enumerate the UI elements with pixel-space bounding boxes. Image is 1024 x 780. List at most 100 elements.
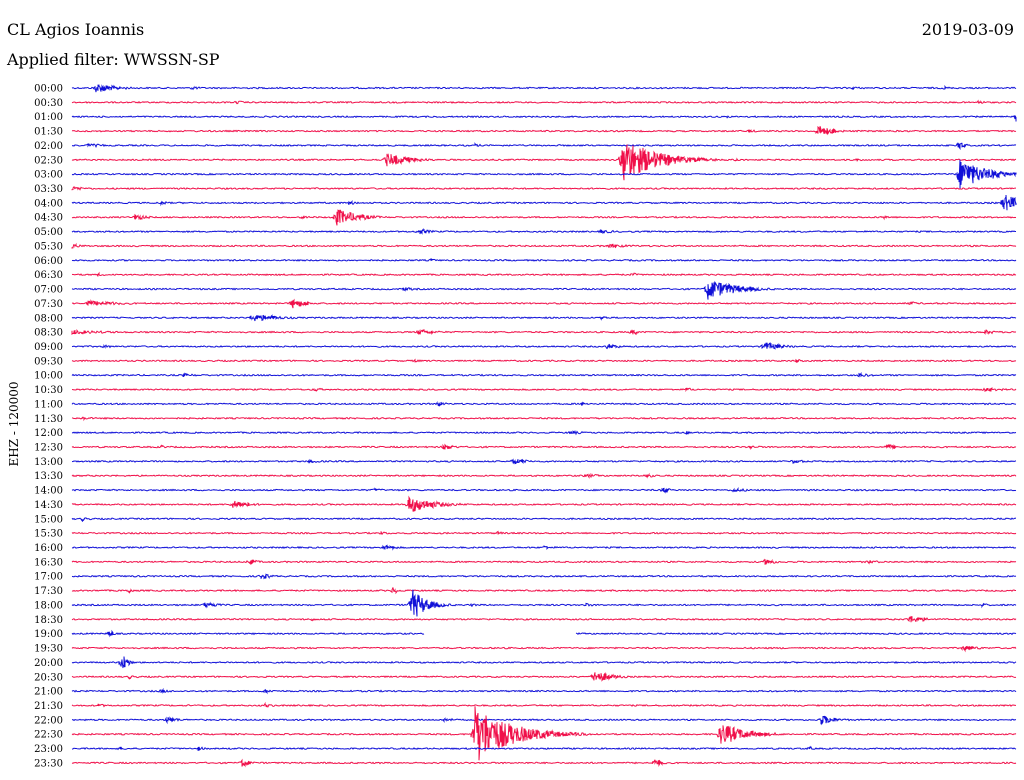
trace-row-1900: [71, 629, 1017, 638]
row-time-label: 06:00: [34, 256, 63, 267]
row-time-label: 18:00: [34, 600, 63, 611]
trace-row-2000: [71, 656, 1017, 669]
trace-row-1200: [71, 429, 1017, 436]
row-time-label: 14:30: [34, 500, 63, 511]
trace-row-0800: [71, 313, 1017, 322]
trace-row-0400: [71, 194, 1017, 211]
row-time-label: 19:30: [34, 644, 63, 655]
row-time-label: 02:00: [34, 141, 63, 152]
row-time-label: 15:30: [34, 529, 63, 540]
trace-row-1930: [71, 645, 1017, 653]
trace-row-1330: [71, 472, 1017, 479]
row-time-label: 04:00: [34, 198, 63, 209]
trace-row-0230: [71, 144, 1017, 181]
trace-row-0300: [71, 159, 1017, 189]
row-time-label: 09:30: [34, 356, 63, 367]
trace-row-0600: [71, 258, 1017, 262]
trace-row-0130: [71, 125, 1017, 136]
trace-row-0630: [71, 271, 1017, 277]
row-time-label: 16:30: [34, 557, 63, 568]
row-time-label: 13:00: [34, 457, 63, 468]
trace-row-1430: [71, 495, 1017, 512]
row-time-label: 04:30: [34, 213, 63, 224]
row-time-label: 01:30: [34, 127, 63, 138]
trace-row-0430: [71, 209, 1017, 226]
row-time-label: 22:30: [34, 730, 63, 741]
row-time-label: 22:00: [34, 715, 63, 726]
row-time-label: 19:00: [34, 629, 63, 640]
row-time-label: 17:30: [34, 586, 63, 597]
row-time-label: 23:00: [34, 744, 63, 755]
row-time-label: 00:30: [34, 98, 63, 109]
trace-row-0330: [71, 185, 1016, 191]
station-title: CL Agios Ioannis: [7, 20, 145, 39]
trace-row-0930: [71, 358, 1017, 363]
row-time-label: 20:30: [34, 672, 63, 683]
trace-row-0000: [71, 84, 1017, 93]
trace-row-1030: [71, 387, 1017, 393]
row-time-label: 01:00: [34, 112, 63, 123]
filter-label: Applied filter: WWSSN-SP: [7, 50, 220, 69]
trace-row-0900: [71, 342, 1017, 350]
row-time-label: 12:30: [34, 443, 63, 454]
row-time-label: 11:30: [34, 414, 63, 425]
row-time-label: 06:30: [34, 270, 63, 281]
row-time-label: 10:30: [34, 385, 63, 396]
row-time-label: 11:00: [34, 399, 63, 410]
row-time-label: 09:00: [34, 342, 63, 353]
trace-row-1730: [71, 587, 1016, 595]
row-time-label: 08:30: [34, 328, 63, 339]
trace-row-0730: [71, 298, 1017, 309]
trace-row-0830: [71, 328, 1017, 336]
trace-row-2330: [71, 758, 1017, 768]
trace-row-0200: [71, 142, 1017, 151]
row-time-labels: 00:00 00:30 01:00 01:30 02:00 02:30 03:00 03:30…: [34, 84, 63, 770]
row-time-label: 10:00: [34, 371, 63, 382]
row-time-label: 14:00: [34, 486, 63, 497]
row-time-label: 05:30: [34, 241, 63, 252]
row-time-label: 02:30: [34, 155, 63, 166]
trace-row-0530: [71, 242, 1017, 249]
row-time-label: 00:00: [34, 84, 63, 95]
trace-row-0100: [71, 115, 1017, 122]
trace-row-0030: [71, 99, 1017, 105]
trace-row-1600: [71, 544, 1017, 551]
row-time-label: 23:30: [34, 758, 63, 769]
row-time-label: 15:00: [34, 514, 63, 525]
row-time-label: 03:00: [34, 170, 63, 181]
row-time-label: 20:00: [34, 658, 63, 669]
trace-row-1130: [71, 416, 1017, 422]
row-time-label: 08:00: [34, 313, 63, 324]
row-time-label: 07:00: [34, 285, 63, 296]
trace-row-1000: [71, 372, 1017, 378]
row-time-label: 07:30: [34, 299, 63, 310]
trace-row-1100: [71, 400, 1017, 407]
trace-row-1830: [71, 615, 1017, 623]
trace-row-1400: [71, 487, 1017, 494]
date-label: 2019-03-09: [921, 20, 1014, 39]
trace-row-2130: [71, 701, 1016, 708]
row-time-label: 05:00: [34, 227, 63, 238]
seismic-traces: [71, 84, 1017, 768]
trace-row-2100: [71, 687, 1017, 695]
row-time-label: 13:30: [34, 471, 63, 482]
trace-row-0500: [71, 227, 1016, 235]
row-time-label: 16:00: [34, 543, 63, 554]
trace-row-1500: [71, 517, 1017, 523]
trace-row-2230: [71, 706, 1017, 761]
row-time-label: 17:00: [34, 572, 63, 583]
trace-row-1530: [71, 530, 1017, 535]
trace-row-0700: [71, 280, 1017, 300]
row-time-label: 21:30: [34, 701, 63, 712]
trace-row-1230: [71, 443, 1017, 450]
row-time-label: 18:30: [34, 615, 63, 626]
trace-row-1300: [71, 458, 1017, 465]
row-time-label: 21:00: [34, 687, 63, 698]
row-time-label: 03:30: [34, 184, 63, 195]
trace-row-1630: [71, 558, 1017, 566]
trace-row-2300: [71, 745, 1017, 751]
trace-row-1700: [71, 573, 1017, 580]
row-time-label: 12:00: [34, 428, 63, 439]
trace-row-2030: [71, 672, 1017, 682]
